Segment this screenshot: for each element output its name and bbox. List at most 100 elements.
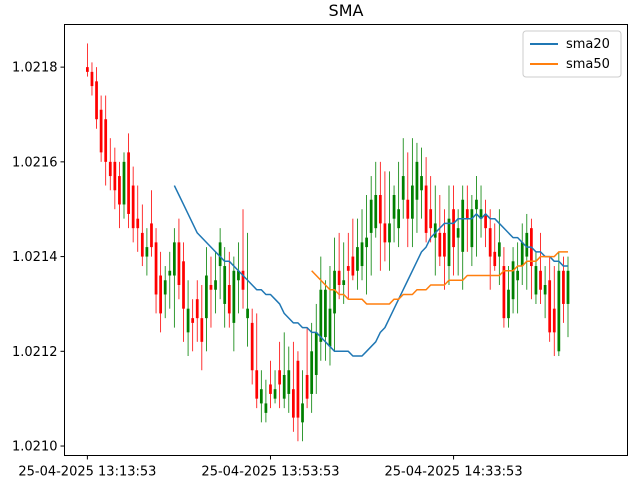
sma20-line: [173, 185, 568, 357]
candle-body: [108, 161, 112, 177]
candle-65: [383, 171, 387, 262]
plot-frame: [64, 24, 628, 456]
candle-10: [131, 166, 135, 243]
legend: sma20 sma50: [522, 30, 622, 78]
candle-71: [410, 138, 414, 248]
candle-56: [342, 242, 346, 304]
candle-body: [346, 266, 350, 271]
candle-body: [223, 266, 227, 304]
candle-body: [246, 308, 249, 319]
candle-3: [99, 95, 103, 162]
candle-body: [507, 289, 510, 319]
candle-body: [237, 270, 240, 281]
candle-61: [365, 195, 368, 295]
candle-body: [392, 195, 396, 219]
candle-body: [383, 223, 387, 243]
candle-body: [534, 266, 538, 295]
candle-80: [452, 185, 455, 276]
candle-55: [337, 232, 341, 300]
candle-38: [259, 370, 263, 423]
candle-60: [360, 209, 364, 281]
candle-104: [562, 256, 565, 323]
candle-body: [195, 299, 199, 319]
candle-body: [406, 199, 410, 219]
candle-body: [186, 308, 190, 333]
candle-body: [461, 199, 465, 252]
candle-18: [168, 251, 172, 309]
candle-body: [86, 67, 89, 72]
candle-body: [122, 161, 126, 205]
candle-body: [497, 242, 501, 257]
candle-body: [145, 247, 149, 257]
candle-body: [388, 223, 391, 243]
legend-label-sma50: sma50: [566, 57, 610, 72]
candle-body: [191, 318, 195, 323]
sma50-line: [311, 251, 568, 305]
candle-body: [205, 275, 208, 319]
legend-label-sma20: sma20: [566, 37, 610, 52]
candle-2: [95, 67, 98, 129]
candle-body: [113, 161, 117, 191]
candle-body: [433, 223, 437, 238]
candle-body: [493, 251, 497, 267]
candle-body: [328, 308, 332, 347]
candle-31: [227, 251, 231, 328]
candle-66: [388, 171, 391, 271]
candle-91: [502, 247, 506, 328]
candle-26: [205, 247, 208, 352]
candle-body: [168, 270, 172, 276]
candle-20: [177, 218, 181, 300]
candle-7: [118, 161, 121, 229]
candle-101: [548, 256, 552, 342]
candle-body: [172, 242, 176, 276]
candle-body: [424, 185, 428, 233]
candle-body: [296, 360, 300, 418]
candle-body: [562, 270, 565, 304]
candle-body: [99, 109, 103, 153]
candle-62: [369, 176, 373, 276]
candle-35: [246, 232, 249, 347]
candle-37: [255, 313, 259, 409]
candle-49: [310, 322, 314, 413]
candle-body: [232, 270, 236, 323]
candle-body: [305, 374, 309, 399]
candle-body: [95, 81, 98, 120]
candle-body: [342, 280, 346, 285]
candle-70: [406, 152, 410, 248]
candle-58: [351, 218, 355, 281]
candle-85: [475, 176, 478, 257]
candle-body: [378, 195, 382, 224]
candle-16: [159, 251, 162, 333]
y-tick-label: 1.0216: [12, 155, 58, 170]
y-axis: 1.0210 1.0212 1.0214 1.0216 1.0218: [12, 61, 65, 455]
candle-body: [475, 199, 478, 210]
candle-body: [264, 403, 268, 413]
candle-51: [319, 256, 323, 361]
candle-0: [86, 43, 89, 77]
candle-25: [200, 284, 204, 371]
candle-99: [539, 232, 542, 304]
candle-59: [356, 218, 359, 290]
candle-105: [566, 256, 570, 338]
candle-78: [443, 209, 446, 290]
candle-body: [543, 284, 547, 295]
candle-24: [195, 280, 199, 342]
sma-lines-layer: [173, 185, 568, 357]
candle-12: [140, 204, 144, 267]
candle-body: [456, 228, 460, 238]
candle-body: [516, 270, 520, 281]
candle-body: [273, 389, 277, 399]
candle-body: [557, 270, 561, 352]
candle-22: [186, 280, 190, 357]
candle-73: [420, 147, 423, 219]
candle-body: [429, 209, 433, 229]
candle-84: [470, 195, 474, 267]
candle-body: [209, 284, 213, 290]
candle-body: [214, 280, 217, 290]
candle-body: [337, 270, 341, 285]
candle-52: [324, 280, 327, 361]
candle-43: [282, 332, 286, 409]
x-tick-label: 25-04-2025 13:13:53: [18, 465, 156, 480]
candle-57: [346, 232, 350, 300]
